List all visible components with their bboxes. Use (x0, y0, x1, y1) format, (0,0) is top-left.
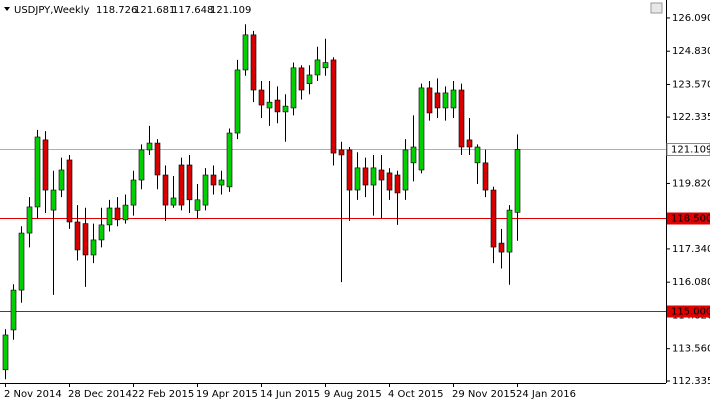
candle-body (226, 132, 233, 188)
candle-body (170, 197, 177, 206)
candle-body (58, 169, 65, 191)
ohlc-high: 121.681 (134, 5, 175, 16)
x-tick-label: 4 Oct 2015 (388, 389, 443, 400)
x-tick-label: 19 Apr 2015 (196, 389, 258, 400)
candle-body (506, 209, 513, 253)
candle-body (178, 164, 185, 206)
candle-body (314, 59, 321, 76)
candle-body (218, 179, 225, 186)
candle-body (386, 172, 393, 191)
y-tick-label: 126.090 (672, 13, 710, 24)
candle-body (378, 169, 385, 181)
candle-body (466, 139, 473, 148)
candle-body (98, 224, 105, 241)
candle-body (146, 142, 153, 151)
candle-body (426, 87, 433, 114)
candle-body (290, 67, 297, 109)
x-tick-label: 2 Nov 2014 (4, 389, 62, 400)
candle-body (298, 67, 305, 91)
candle-body (330, 59, 337, 154)
candle-body (394, 174, 401, 194)
candle-body (474, 146, 481, 164)
current-price-label: 121.109 (671, 145, 710, 156)
y-tick-label: 116.080 (672, 277, 710, 288)
candle-body (258, 89, 265, 106)
candle-body (106, 207, 113, 226)
candle-body (82, 223, 89, 256)
candle-body (74, 221, 81, 251)
x-tick-label: 24 Jan 2016 (516, 389, 576, 400)
candle-body (122, 204, 129, 221)
y-tick-label: 112.335 (672, 376, 710, 387)
candle-body (434, 92, 441, 109)
level-label: 115.000 (671, 307, 710, 318)
candle-body (242, 34, 249, 71)
candle-body (202, 174, 209, 206)
candle-body (338, 149, 345, 156)
candle-body (138, 149, 145, 181)
current-price-box (666, 143, 710, 156)
candle-body (66, 159, 73, 223)
candle-body (114, 207, 121, 221)
candle-body (42, 139, 49, 191)
candle-body (194, 199, 201, 211)
candle-body (418, 87, 425, 171)
candle-body (130, 179, 137, 206)
candle-body (482, 162, 489, 191)
candle-body (50, 189, 57, 211)
candle-body (282, 105, 289, 113)
candle-body (210, 174, 217, 186)
ohlc-low: 117.648 (172, 5, 213, 16)
candle-body (490, 189, 497, 248)
ohlc-open: 118.726 (96, 5, 137, 16)
candle-body (234, 69, 241, 134)
candle-body (90, 239, 97, 256)
candle-body (10, 289, 17, 331)
candle-body (442, 92, 449, 109)
candle-body (274, 99, 281, 113)
ohlc-close: 121.109 (210, 5, 251, 16)
level-label-box (667, 305, 710, 318)
chart-title: USDJPY,Weekly (14, 5, 90, 16)
level-label-box (667, 212, 710, 225)
y-tick-label: 124.830 (672, 46, 710, 57)
level-label: 118.500 (671, 214, 710, 225)
candle-body (306, 74, 313, 84)
y-tick-label: 123.570 (672, 79, 710, 90)
candle-body (186, 164, 193, 201)
candle-body (266, 101, 273, 109)
y-tick-label: 117.340 (672, 244, 710, 255)
x-tick-label: 29 Nov 2015 (452, 389, 516, 400)
candle-body (370, 167, 377, 186)
candle-body (514, 149, 521, 213)
candle-body (2, 334, 9, 371)
y-tick-label: 122.335 (672, 112, 710, 123)
candle-body (154, 142, 161, 176)
candle-body (346, 149, 353, 191)
candle-body (402, 149, 409, 191)
candle-body (26, 206, 33, 234)
x-tick-label: 9 Aug 2015 (324, 389, 382, 400)
candle-body (162, 174, 169, 206)
candle-body (18, 232, 25, 291)
x-tick-label: 28 Dec 2014 (68, 389, 132, 400)
candle-body (450, 89, 457, 109)
candle-body (34, 136, 41, 208)
window-icon[interactable] (650, 2, 663, 14)
candle-body (362, 167, 369, 186)
y-tick-label: 119.820 (672, 178, 710, 189)
candle-body (322, 62, 329, 69)
y-tick-label: 113.560 (672, 344, 710, 355)
candle-body (410, 146, 417, 164)
candle-body (458, 89, 465, 148)
x-tick-label: 22 Feb 2015 (132, 389, 194, 400)
candle-body (498, 242, 505, 253)
x-tick-label: 14 Jun 2015 (260, 389, 320, 400)
candle-body (250, 34, 257, 91)
candle-body (354, 167, 361, 191)
menu-arrow[interactable] (4, 7, 10, 11)
